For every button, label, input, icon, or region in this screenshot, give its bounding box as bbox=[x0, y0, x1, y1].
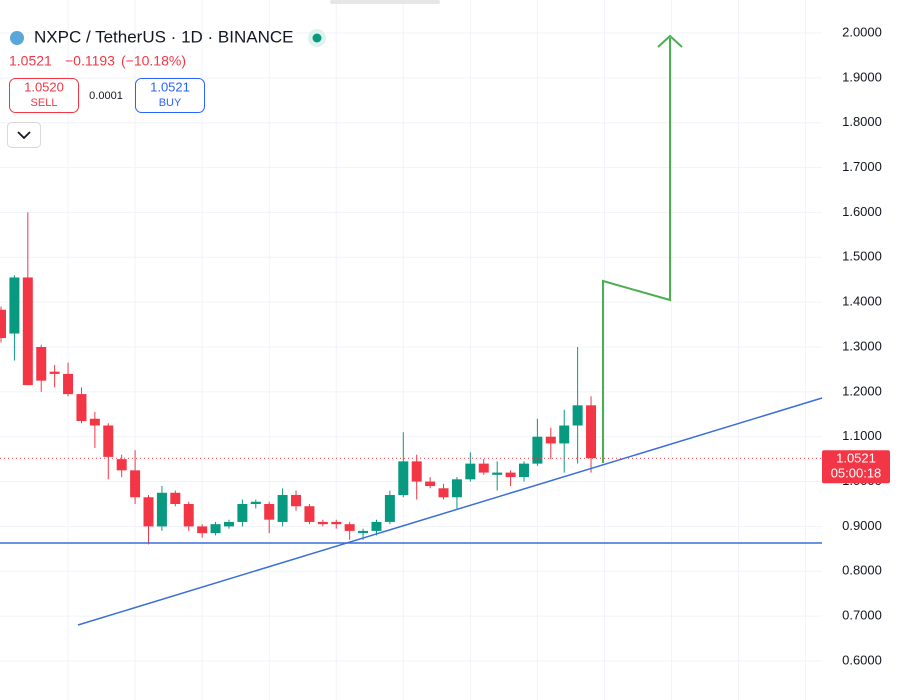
candle-body bbox=[237, 503, 248, 522]
status-dot bbox=[312, 33, 322, 43]
price-change: −0.1193 bbox=[65, 53, 115, 69]
candle-body bbox=[49, 371, 60, 374]
y-tick-label: 0.6000 bbox=[842, 652, 882, 667]
candle-body bbox=[371, 521, 382, 531]
candle-body bbox=[156, 492, 167, 527]
candles bbox=[0, 212, 822, 545]
countdown: 05:00:18 bbox=[831, 466, 882, 481]
candle-body bbox=[116, 459, 127, 471]
arrow-drawing bbox=[602, 34, 683, 463]
candle-body bbox=[317, 521, 328, 525]
y-tick-label: 2.0000 bbox=[842, 24, 882, 39]
sell-button[interactable] bbox=[9, 78, 79, 113]
buy-label: BUY bbox=[159, 97, 182, 109]
candle-body bbox=[331, 521, 342, 525]
last-price-tag-label: 1.0521 bbox=[836, 451, 876, 466]
y-tick-label: 0.7000 bbox=[842, 608, 882, 623]
y-tick-label: 1.1000 bbox=[842, 428, 882, 443]
candle-body bbox=[210, 524, 221, 534]
candle-body bbox=[197, 526, 208, 534]
y-tick-label: 1.9000 bbox=[842, 69, 882, 84]
candle-body bbox=[63, 373, 74, 395]
drag-handle[interactable] bbox=[330, 0, 440, 4]
collapse-button[interactable] bbox=[7, 122, 41, 148]
candle-body bbox=[277, 495, 288, 522]
y-tick-label: 0.8000 bbox=[842, 563, 882, 578]
drawings bbox=[0, 34, 823, 626]
candle-body bbox=[344, 524, 355, 531]
candle-body bbox=[411, 461, 422, 482]
spread: 0.0001 bbox=[89, 90, 123, 102]
candle-body bbox=[438, 488, 449, 498]
y-tick-label: 1.7000 bbox=[842, 159, 882, 174]
candle-body bbox=[398, 461, 409, 496]
y-tick-label: 1.2000 bbox=[842, 383, 882, 398]
candle-body bbox=[545, 436, 556, 444]
candle-body bbox=[130, 470, 141, 498]
y-tick-label: 1.6000 bbox=[842, 204, 882, 219]
candle-body bbox=[572, 405, 583, 426]
candle-body bbox=[22, 277, 33, 386]
y-tick-label: 1.5000 bbox=[842, 249, 882, 264]
candle-body bbox=[559, 425, 570, 444]
candle-body bbox=[76, 394, 87, 422]
candle-body bbox=[532, 436, 543, 464]
candle-body bbox=[264, 503, 275, 520]
candle-body bbox=[358, 530, 369, 534]
y-tick-label: 1.3000 bbox=[842, 338, 882, 353]
grid bbox=[0, 0, 822, 700]
candle-body bbox=[250, 501, 261, 504]
buy-price: 1.0521 bbox=[150, 79, 190, 94]
sell-label: SELL bbox=[31, 97, 58, 109]
last-price-tag bbox=[822, 450, 890, 484]
y-tick-label: 1.8000 bbox=[842, 114, 882, 129]
buy-button[interactable] bbox=[135, 78, 205, 113]
candle-body bbox=[89, 418, 100, 426]
symbol-logo bbox=[10, 31, 24, 45]
candle-body bbox=[451, 479, 462, 498]
candle-body bbox=[518, 463, 529, 478]
candle-body bbox=[36, 346, 47, 381]
candle-body bbox=[223, 521, 234, 527]
price-change-pct: (−10.18%) bbox=[121, 53, 186, 69]
candle-body bbox=[478, 463, 489, 473]
trend-line bbox=[77, 397, 823, 626]
candle-body bbox=[291, 495, 302, 507]
y-tick-label: 0.9000 bbox=[842, 518, 882, 533]
candle-body bbox=[425, 481, 436, 487]
candle-body bbox=[505, 472, 516, 478]
y-tick-label: 1.4000 bbox=[842, 294, 882, 309]
candle-body bbox=[183, 503, 194, 527]
price-axis: 0.60000.70000.80000.90001.00001.10001.20… bbox=[822, 24, 890, 667]
candle-body bbox=[103, 425, 114, 457]
candle-body bbox=[492, 472, 503, 475]
candle-body bbox=[143, 497, 154, 527]
sell-price: 1.0520 bbox=[24, 79, 64, 94]
candle-body bbox=[9, 277, 20, 334]
symbol-title: NXPC / TetherUS · 1D · BINANCE bbox=[34, 27, 293, 46]
candle-body bbox=[170, 492, 181, 504]
candle-body bbox=[384, 495, 395, 522]
candle-body bbox=[304, 506, 315, 522]
chevron-icon bbox=[17, 131, 31, 140]
candle-body bbox=[586, 405, 597, 459]
last-price: 1.0521 bbox=[9, 53, 52, 69]
candle-body bbox=[0, 309, 6, 339]
candle-body bbox=[465, 463, 476, 480]
